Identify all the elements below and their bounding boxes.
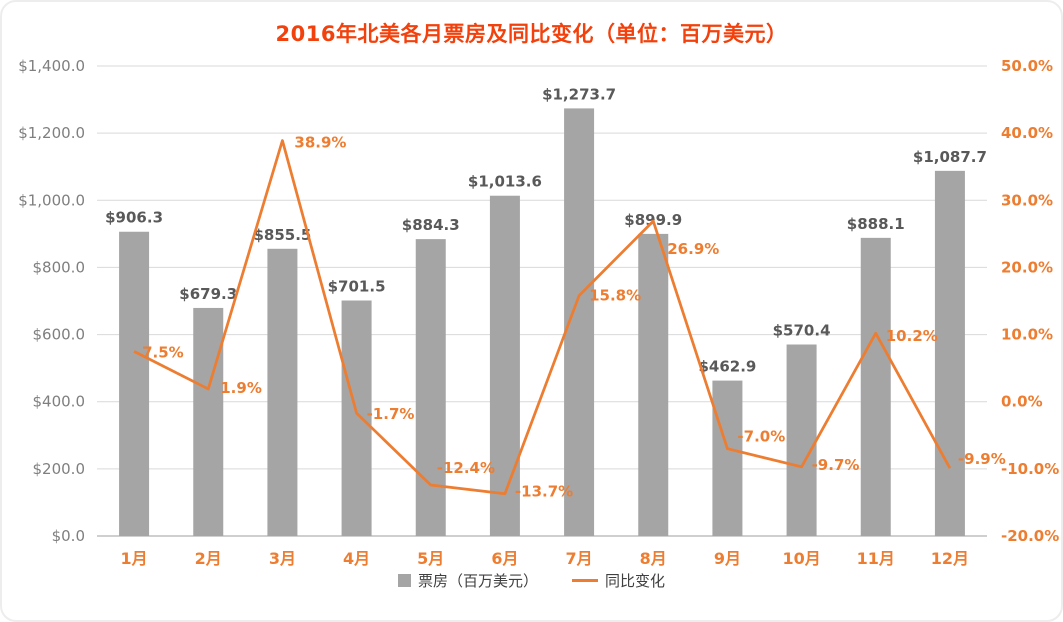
- left-axis-tick: $1,200.0: [18, 124, 85, 142]
- bar: [489, 195, 520, 536]
- right-axis-tick: -10.0%: [1001, 460, 1059, 478]
- x-axis-label: 7月: [566, 549, 593, 568]
- bar: [860, 237, 891, 536]
- bar-value-label: $570.4: [773, 322, 831, 340]
- left-axis-tick: $600.0: [33, 326, 86, 344]
- legend-item-line: 同比变化: [572, 570, 665, 591]
- bar: [415, 239, 446, 536]
- x-axis-label: 10月: [782, 549, 820, 568]
- bar-value-label: $1,273.7: [542, 85, 616, 103]
- bar-value-label: $462.9: [698, 358, 756, 376]
- left-axis-tick: $800.0: [33, 258, 86, 276]
- yoy-value-label: -7.0%: [737, 428, 785, 446]
- x-axis-label: 5月: [417, 549, 444, 568]
- yoy-value-label: 1.9%: [220, 379, 262, 397]
- right-axis-tick: 30.0%: [1001, 191, 1053, 209]
- x-axis-label: 11月: [857, 549, 895, 568]
- chart-title: 2016年北美各月票房及同比变化（单位：百万美元）: [275, 22, 788, 46]
- yoy-value-label: -13.7%: [515, 483, 573, 501]
- bar-value-label: $888.1: [847, 215, 905, 233]
- right-axis-tick: 10.0%: [1001, 326, 1053, 344]
- yoy-value-label: 15.8%: [589, 287, 641, 305]
- left-axis-tick: $1,000.0: [18, 191, 85, 209]
- bar-value-label: $701.5: [328, 277, 386, 295]
- left-axis-tick: $0.0: [52, 527, 85, 545]
- bar-value-label: $1,087.7: [913, 148, 987, 166]
- right-axis-tick: -20.0%: [1001, 527, 1059, 545]
- legend-bar-label: 票房（百万美元）: [417, 572, 538, 590]
- bar: [341, 300, 372, 536]
- right-axis-tick: 20.0%: [1001, 258, 1053, 276]
- right-axis-tick: 50.0%: [1001, 57, 1053, 75]
- yoy-value-label: 26.9%: [667, 240, 719, 258]
- yoy-value-label: -9.7%: [812, 456, 860, 474]
- x-axis-label: 2月: [195, 549, 222, 568]
- left-axis-tick: $1,400.0: [18, 57, 85, 75]
- x-axis-label: 12月: [931, 549, 969, 568]
- bar: [638, 233, 669, 536]
- bar: [934, 170, 965, 536]
- yoy-line: [133, 139, 952, 496]
- right-axis-tick: 40.0%: [1001, 124, 1053, 142]
- bar-swatch-icon: [397, 574, 411, 587]
- chart-plot: $0.0 $200.0 $400.0 $600.0 $800.0 $1,000.0 $1,2…: [18, 57, 1059, 568]
- bar-value-label: $1,013.6: [468, 173, 542, 191]
- legend-item-bar: 票房（百万美元）: [397, 570, 538, 591]
- bar-value-label: $855.5: [253, 226, 311, 244]
- bar: [712, 380, 743, 536]
- bar-value-label: $679.3: [179, 285, 237, 303]
- yoy-value-label: 38.9%: [294, 134, 346, 152]
- bar: [119, 231, 150, 537]
- yoy-value-label: -12.4%: [437, 459, 495, 477]
- x-axis-label: 1月: [121, 549, 148, 568]
- line-swatch-icon: [572, 579, 598, 582]
- chart-legend: 票房（百万美元） 同比变化: [2, 570, 1061, 591]
- yoy-value-label: 7.5%: [142, 343, 184, 361]
- right-axis-tick: 0.0%: [1001, 393, 1043, 411]
- yoy-value-label: 10.2%: [886, 327, 938, 345]
- bar-value-label: $906.3: [105, 209, 163, 227]
- bar-value-label: $884.3: [402, 216, 460, 234]
- legend-line-label: 同比变化: [605, 572, 666, 590]
- x-axis-label: 8月: [640, 549, 667, 568]
- bar: [267, 248, 298, 536]
- x-axis-label: 6月: [491, 549, 518, 568]
- x-axis-label: 3月: [269, 549, 296, 568]
- x-axis-label: 9月: [714, 549, 741, 568]
- x-axis-label: 4月: [343, 549, 370, 568]
- yoy-value-label: -9.9%: [958, 450, 1006, 468]
- left-axis-tick: $400.0: [33, 393, 86, 411]
- yoy-value-label: -1.7%: [367, 405, 415, 423]
- left-axis-tick: $200.0: [33, 460, 86, 478]
- bar: [786, 344, 817, 536]
- bar: [193, 307, 224, 536]
